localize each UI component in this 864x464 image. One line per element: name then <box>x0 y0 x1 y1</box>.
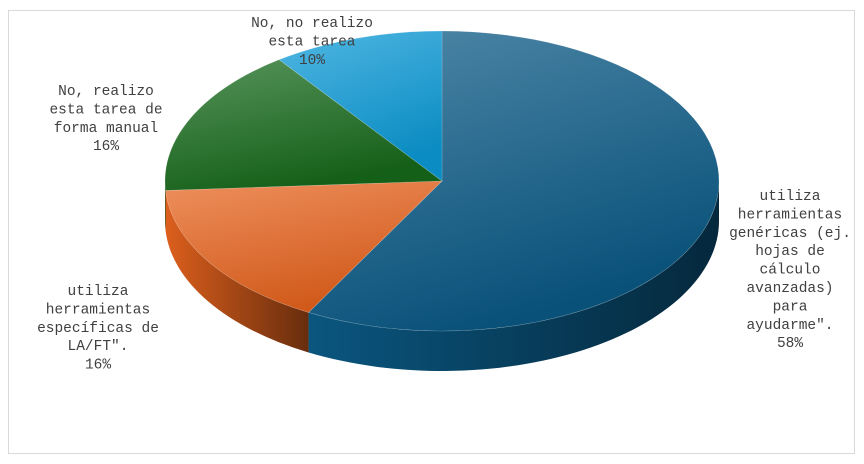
data-label-line: esta tarea de <box>49 102 162 118</box>
pie-tops <box>164 30 720 332</box>
data-label-line: herramientas <box>46 302 150 318</box>
pie-slice <box>278 30 443 182</box>
pie-labels: utiliza herramientas genéricas (ej. hojas d… <box>37 16 851 374</box>
data-label: No, no realizo esta tarea 10% <box>251 16 373 69</box>
data-label-line: No, no realizo <box>251 16 373 32</box>
pie-slice <box>307 30 720 332</box>
data-label: No, realizo esta tarea de forma manual 16% <box>49 84 162 155</box>
data-label-line: utiliza <box>760 189 821 205</box>
pie-sides <box>165 181 719 371</box>
pie-slice <box>165 180 443 313</box>
pie-slice-side <box>165 181 166 231</box>
data-label: utiliza herramientas específicas de LA/FT".… <box>37 284 159 374</box>
data-label-line: forma manual <box>54 121 158 137</box>
pie-slice-side <box>165 190 309 353</box>
data-label-percent: 16% <box>93 139 119 155</box>
data-label-line: utiliza <box>68 284 129 300</box>
data-label-line: avanzadas) <box>746 281 833 297</box>
data-label-line: específicas de <box>37 321 159 337</box>
data-label-percent: 58% <box>777 336 803 352</box>
data-label-line: genéricas (ej. <box>729 226 851 242</box>
data-label-line: para <box>773 299 808 315</box>
data-label-line: No, realizo <box>58 84 154 100</box>
data-label-percent: 10% <box>299 53 325 69</box>
data-label-line: hojas de <box>755 244 825 260</box>
data-label-line: herramientas <box>738 207 842 223</box>
data-label-percent: 16% <box>85 358 111 374</box>
pie-slice-side <box>308 181 719 371</box>
data-label-line: ayudarme". <box>746 318 833 334</box>
data-label-line: LA/FT". <box>68 339 129 355</box>
data-label: utiliza herramientas genéricas (ej. hojas d… <box>729 189 851 352</box>
data-label-line: cálculo <box>760 263 821 279</box>
data-label-line: esta tarea <box>268 34 355 50</box>
pie-slice <box>164 59 443 191</box>
